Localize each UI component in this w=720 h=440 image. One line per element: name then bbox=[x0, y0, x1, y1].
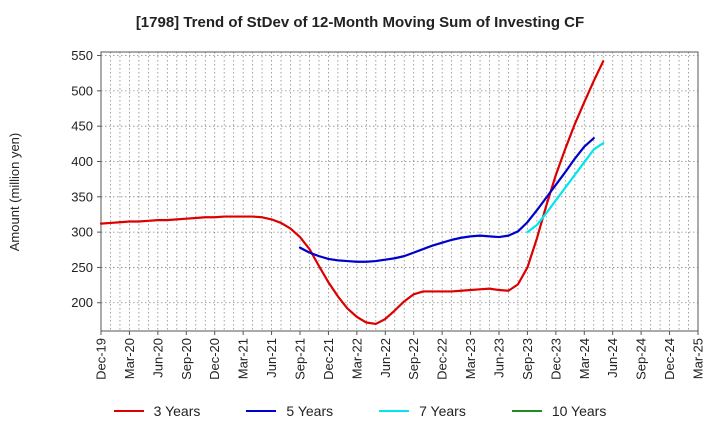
legend-item-3y: 3 Years bbox=[113, 403, 201, 419]
series-line-2 bbox=[526, 142, 605, 234]
legend-label-5y: 5 Years bbox=[286, 403, 334, 419]
x-tick-label: Sep-24 bbox=[634, 338, 649, 380]
y-tick-label: 400 bbox=[71, 154, 93, 169]
x-tick-label: Mar-21 bbox=[236, 338, 251, 379]
chart-title: [1798] Trend of StDev of 12-Month Moving… bbox=[135, 14, 585, 31]
y-tick-label: 250 bbox=[71, 260, 93, 275]
x-tick-label: Dec-19 bbox=[94, 338, 109, 380]
x-tick-label: Jun-23 bbox=[492, 338, 507, 378]
x-tick-label: Dec-21 bbox=[321, 338, 336, 380]
legend-label-3y: 3 Years bbox=[153, 403, 201, 419]
y-tick-label: 450 bbox=[71, 119, 93, 134]
legend-item-10y: 10 Years bbox=[511, 403, 607, 419]
x-tick-label: Jun-22 bbox=[378, 338, 393, 378]
grid-lines bbox=[101, 52, 698, 331]
legend-label-10y: 10 Years bbox=[551, 403, 607, 419]
x-tick-label: Mar-24 bbox=[577, 338, 592, 379]
y-axis-label: Amount (million yen) bbox=[7, 133, 22, 252]
x-tick-label: Dec-23 bbox=[548, 338, 563, 380]
y-tick-label: 300 bbox=[71, 225, 93, 240]
x-tick-label: Mar-20 bbox=[122, 338, 137, 379]
x-tick-label: Dec-22 bbox=[435, 338, 450, 380]
legend: 3 Years 5 Years 7 Years 10 Years bbox=[0, 403, 720, 419]
x-axis-ticks: Dec-19 Mar-20 Jun-20 Sep-20 Dec-20 Mar-21 Jun-… bbox=[94, 331, 706, 380]
x-tick-label: Jun-21 bbox=[264, 338, 279, 378]
x-tick-label: Mar-23 bbox=[463, 338, 478, 379]
plot-frame bbox=[100, 51, 699, 332]
y-tick-label: 200 bbox=[71, 295, 93, 310]
x-tick-label: Jun-24 bbox=[605, 338, 620, 378]
series-line-1 bbox=[298, 137, 595, 263]
x-tick-label: Sep-20 bbox=[179, 338, 194, 380]
x-tick-label: Jun-20 bbox=[150, 338, 165, 378]
legend-label-7y: 7 Years bbox=[419, 403, 466, 419]
legend-swatch-3y bbox=[113, 410, 144, 412]
y-tick-label: 350 bbox=[71, 189, 93, 204]
series-lines bbox=[99, 60, 605, 326]
legend-swatch-7y bbox=[379, 410, 410, 412]
y-tick-label: 550 bbox=[71, 48, 93, 63]
x-tick-label: Sep-23 bbox=[520, 338, 535, 380]
legend-item-7y: 7 Years bbox=[379, 403, 466, 419]
x-tick-label: Dec-20 bbox=[207, 338, 222, 380]
legend-item-5y: 5 Years bbox=[246, 403, 333, 419]
x-tick-label: Sep-22 bbox=[406, 338, 421, 380]
legend-swatch-5y bbox=[246, 410, 277, 412]
x-tick-label: Dec-24 bbox=[662, 338, 677, 380]
y-axis-ticks: 200 250 300 350 400 450 500 550 bbox=[71, 48, 101, 310]
y-tick-label: 500 bbox=[71, 83, 93, 98]
x-tick-label: Mar-25 bbox=[691, 338, 706, 379]
series-line-0 bbox=[99, 60, 605, 326]
x-tick-label: Sep-21 bbox=[293, 338, 308, 380]
legend-swatch-10y bbox=[511, 410, 542, 412]
x-tick-label: Mar-22 bbox=[349, 338, 364, 379]
